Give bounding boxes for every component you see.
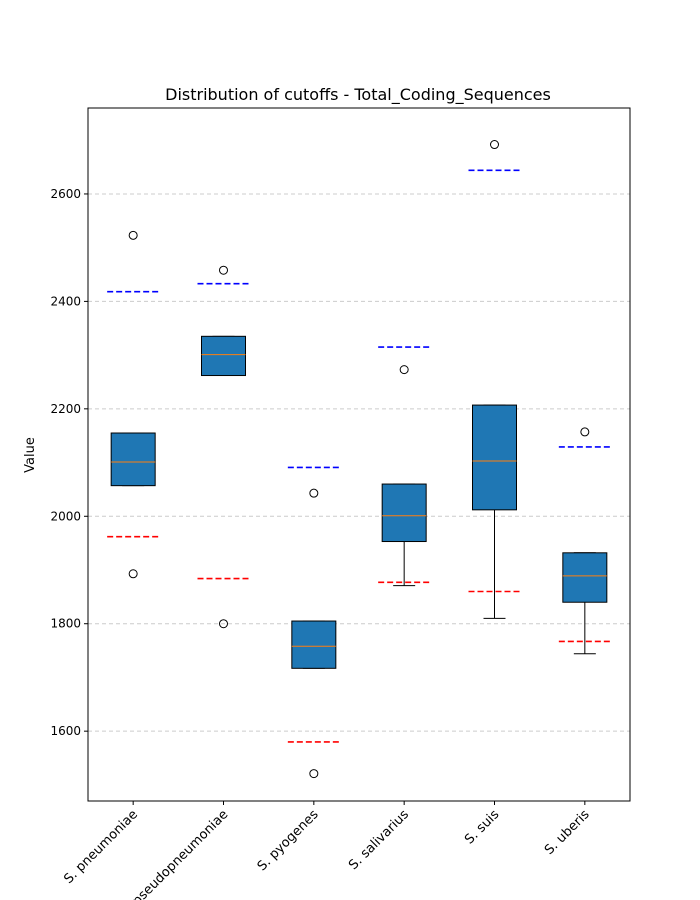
y-tick-label: 2600 <box>50 187 81 201</box>
iqr-box <box>291 620 337 669</box>
x-tick-label: S. uberis <box>542 807 593 858</box>
box-s-salivarius <box>378 346 431 587</box>
outlier-point <box>128 569 138 579</box>
outlier-point <box>309 488 319 498</box>
y-tick-label: 2400 <box>50 294 81 308</box>
iqr-box <box>381 483 427 543</box>
y-tick-label: 2200 <box>50 402 81 416</box>
y-axis: 1600 1800 2000 2200 2400 2600 <box>50 187 88 738</box>
outlier-point <box>309 769 319 779</box>
x-tick-label: S. pyogenes <box>255 807 322 874</box>
y-tick-label: 1800 <box>50 617 81 631</box>
x-tick-label: S. suis <box>462 807 502 847</box>
x-tick-label: S. salivarius <box>346 807 412 873</box>
y-axis-label: Value <box>23 437 38 473</box>
outlier-point <box>490 140 499 150</box>
plot-area <box>107 140 611 779</box>
plot-frame <box>87 107 631 802</box>
y-tick-label: 2000 <box>50 509 81 523</box>
iqr-box <box>562 552 608 603</box>
y-tick-label: 1600 <box>50 724 81 738</box>
outlier-point <box>219 265 228 275</box>
grid-lines <box>88 193 630 732</box>
outlier-point <box>219 619 228 629</box>
chart-title: Distribution of cutoffs - Total_Coding_S… <box>165 85 551 105</box>
iqr-box <box>201 335 246 377</box>
outlier-point <box>128 230 138 240</box>
box-s-uberis <box>558 427 611 655</box>
iqr-box <box>472 404 517 511</box>
box-s-suis <box>468 140 521 619</box>
box-s-pseudopneumoniae <box>197 265 250 629</box>
iqr-box <box>110 432 156 487</box>
x-tick-label: S. pneumoniae <box>61 807 141 887</box>
outlier-point <box>399 365 409 375</box>
box-s-pneumoniae <box>107 230 160 579</box>
outlier-point <box>580 427 590 437</box>
box-s-pyogenes <box>287 466 340 779</box>
